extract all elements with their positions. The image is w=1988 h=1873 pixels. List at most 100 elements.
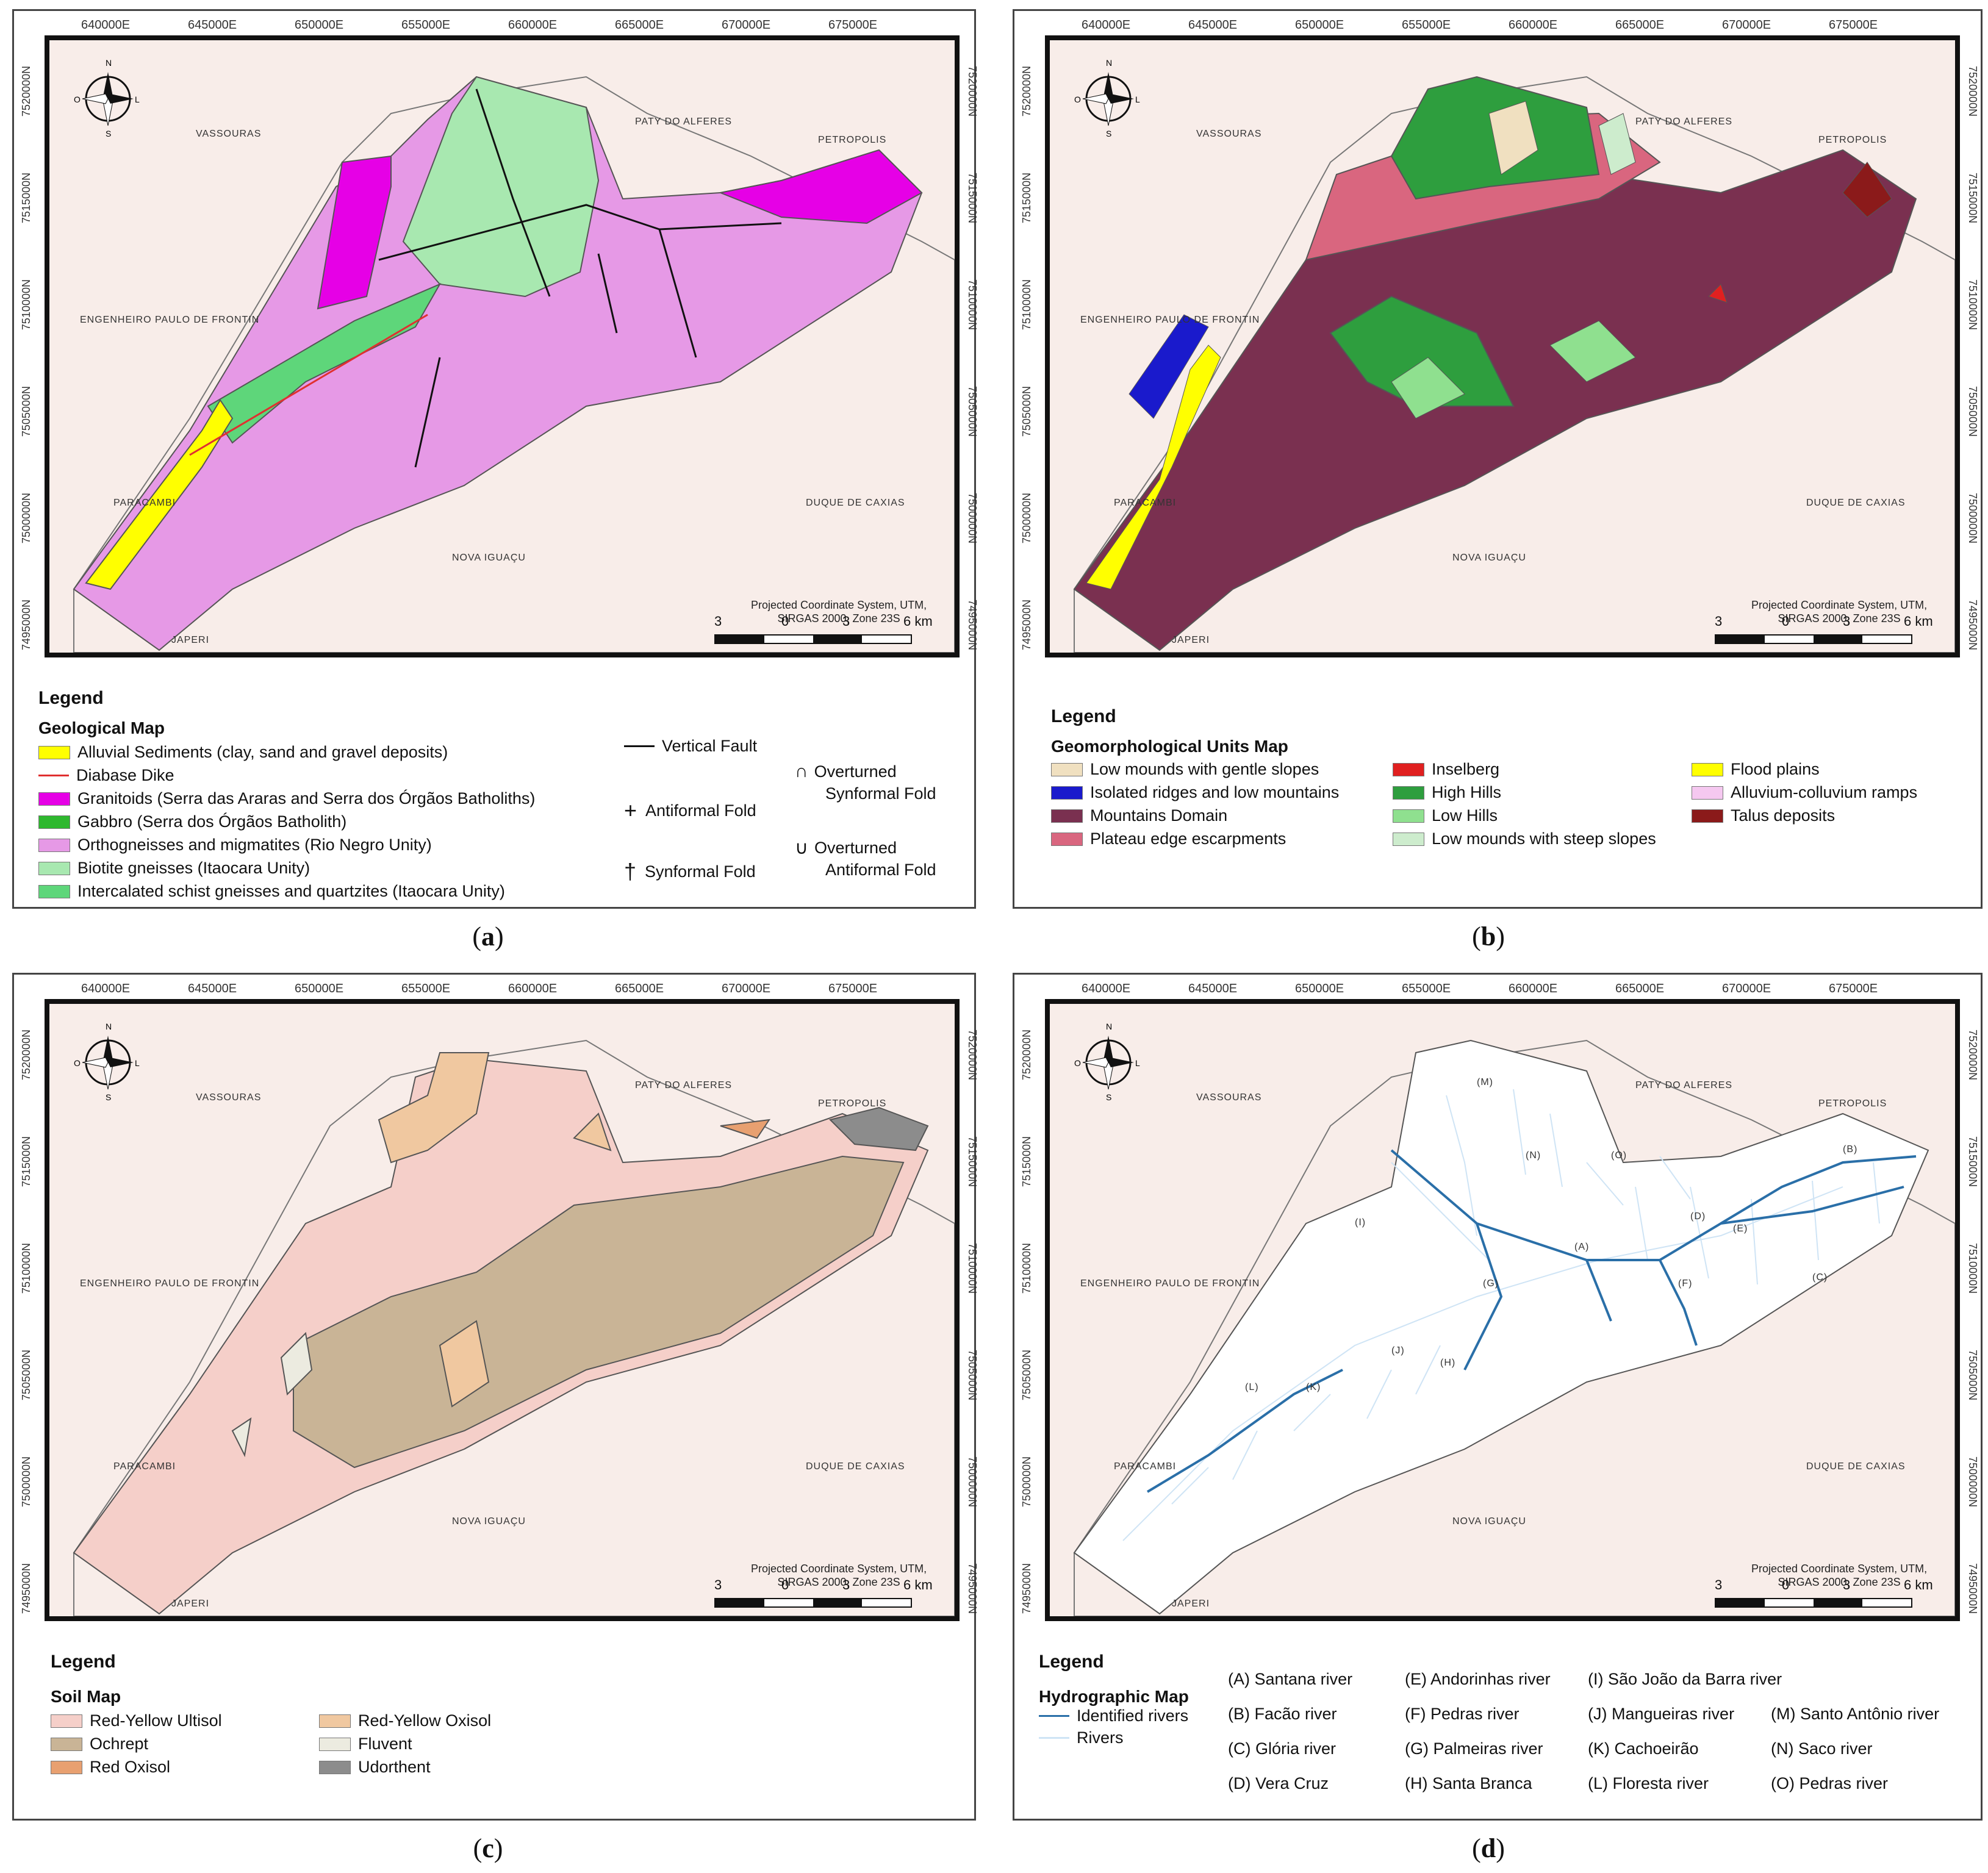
legend-symbol: ∩ Overturned [795, 761, 897, 781]
legend-subtitle: Soil Map [51, 1687, 121, 1706]
panel-geomorphology-map: VASSOURAS PATY DO ALFERES PETROPOLIS ENG… [1013, 9, 1983, 909]
place-label: PATY DO ALFERES [635, 1080, 733, 1090]
x-tick-label: 670000E [721, 982, 771, 995]
x-tick-label: 660000E [1508, 982, 1558, 995]
y-tick-label: 7515000N [966, 173, 978, 224]
svg-text:O: O [1074, 95, 1081, 104]
legend-item: Low mounds with steep slopes [1393, 829, 1656, 848]
svg-text:S: S [106, 1092, 111, 1101]
legend-item: Intercalated schist gneisses and quartzi… [38, 882, 505, 901]
y-tick-label: 7510000N [20, 1243, 32, 1294]
river-code: (E) [1733, 1223, 1748, 1234]
y-tick-label: 7510000N [1967, 1243, 1979, 1294]
y-tick-label: 7495000N [1967, 600, 1979, 651]
x-tick-label: 655000E [401, 18, 451, 32]
legend-item: Identified rivers [1039, 1706, 1188, 1725]
y-tick-label: 7505000N [1967, 1350, 1979, 1401]
y-tick-label: 7515000N [20, 173, 32, 224]
y-tick-label: 7505000N [966, 1350, 978, 1401]
hydrography-map-svg [1073, 1039, 1955, 1616]
river-code: (I) [1355, 1217, 1366, 1228]
x-tick-label: 640000E [1081, 18, 1131, 32]
place-label: VASSOURAS [196, 129, 262, 139]
y-tick-label: 7500000N [20, 493, 32, 544]
y-tick-label: 7495000N [1021, 1563, 1033, 1614]
river-entry: (B) Facão river [1228, 1705, 1337, 1723]
legend-heading: Legend [51, 1652, 116, 1672]
legend-item: Alluvium-colluvium ramps [1692, 783, 1917, 802]
river-code: (N) [1526, 1150, 1541, 1161]
caption-c: (c) [473, 1833, 503, 1863]
svg-text:L: L [1135, 1058, 1140, 1068]
legend-heading: Legend [1051, 706, 1116, 726]
north-arrow-icon: N S O L [1074, 59, 1141, 138]
y-tick-label: 7495000N [20, 600, 32, 651]
place-label: DUQUE DE CAXIAS [1806, 1461, 1906, 1472]
river-entry: (G) Palmeiras river [1405, 1739, 1543, 1758]
x-tick-label: 660000E [508, 18, 558, 32]
place-label: NOVA IGUAÇU [1452, 1516, 1526, 1527]
legend-symbol: + Antiformal Fold [624, 798, 756, 823]
legend-symbol: † Synformal Fold [624, 859, 756, 884]
svg-text:O: O [1074, 1058, 1081, 1068]
place-label: ENGENHEIRO PAULO DE FRONTIN [1080, 1278, 1260, 1289]
legend-item: Plateau edge escarpments [1051, 829, 1286, 848]
y-tick-label: 7510000N [1967, 279, 1979, 331]
place-label: DUQUE DE CAXIAS [806, 1461, 905, 1472]
y-tick-label: 7515000N [1967, 1136, 1979, 1187]
y-tick-label: 7520000N [1967, 1030, 1979, 1081]
svg-text:L: L [1135, 95, 1140, 104]
y-tick-label: 7515000N [966, 1136, 978, 1187]
x-tick-label: 650000E [1294, 982, 1344, 995]
place-label: VASSOURAS [196, 1092, 262, 1103]
svg-text:O: O [74, 1058, 81, 1068]
legend-symbol: Synformal Fold [825, 784, 936, 803]
place-label: PATY DO ALFERES [1635, 116, 1733, 127]
north-arrow-icon: N S O L [74, 1022, 141, 1101]
river-code: (A) [1574, 1242, 1590, 1252]
y-tick-label: 7520000N [20, 66, 32, 117]
x-tick-label: 675000E [1828, 18, 1878, 32]
svg-text:L: L [135, 1058, 140, 1068]
river-code: (O) [1611, 1150, 1627, 1161]
y-tick-label: 7495000N [966, 600, 978, 651]
legend-item: Rivers [1039, 1728, 1124, 1747]
place-label: DUQUE DE CAXIAS [1806, 498, 1906, 508]
y-tick-label: 7510000N [1021, 279, 1033, 331]
y-tick-label: 7520000N [966, 1030, 978, 1081]
x-tick-label: 675000E [1828, 982, 1878, 995]
place-label: PATY DO ALFERES [1635, 1080, 1733, 1090]
legend-item: Udorthent [319, 1758, 431, 1777]
legend-item: Low mounds with gentle slopes [1051, 760, 1319, 779]
legend-item: Low Hills [1393, 806, 1498, 825]
legend-item: Diabase Dike [38, 766, 174, 785]
place-label: ENGENHEIRO PAULO DE FRONTIN [80, 315, 260, 325]
projection-note: Projected Coordinate System, UTM, SIRGAS… [1751, 1563, 1928, 1588]
panel-geological-map: VASSOURAS PATY DO ALFERES PETROPOLIS ENG… [12, 9, 978, 909]
y-tick-label: 7500000N [1021, 1456, 1033, 1508]
y-tick-label: 7510000N [1021, 1243, 1033, 1294]
river-entry: (H) Santa Branca [1405, 1774, 1532, 1792]
projection-note: Projected Coordinate System, UTM, SIRGAS… [751, 599, 927, 625]
x-tick-label: 665000E [1615, 982, 1665, 995]
y-tick-label: 7500000N [1967, 493, 1979, 544]
river-code: (K) [1306, 1382, 1321, 1392]
y-tick-label: 7505000N [20, 1350, 32, 1401]
river-code: (J) [1391, 1345, 1405, 1356]
place-label: JAPERI [171, 635, 210, 645]
legend-symbol: Vertical Fault [624, 737, 757, 756]
river-code: (L) [1245, 1382, 1259, 1392]
y-tick-label: 7495000N [1021, 600, 1033, 651]
legend-item: Gabbro (Serra dos Órgãos Batholith) [38, 812, 346, 831]
river-entry: (L) Floresta river [1588, 1774, 1709, 1792]
legend-item: Fluvent [319, 1735, 412, 1753]
place-label: ENGENHEIRO PAULO DE FRONTIN [1080, 315, 1260, 325]
river-entry: (O) Pedras river [1771, 1774, 1889, 1792]
svg-text:S: S [1106, 129, 1111, 138]
x-tick-label: 650000E [294, 18, 344, 32]
river-code: (F) [1678, 1278, 1693, 1289]
place-label: JAPERI [1172, 1599, 1210, 1609]
legend-item: High Hills [1393, 783, 1501, 802]
y-tick-label: 7510000N [20, 279, 32, 331]
y-tick-label: 7495000N [20, 1563, 32, 1614]
